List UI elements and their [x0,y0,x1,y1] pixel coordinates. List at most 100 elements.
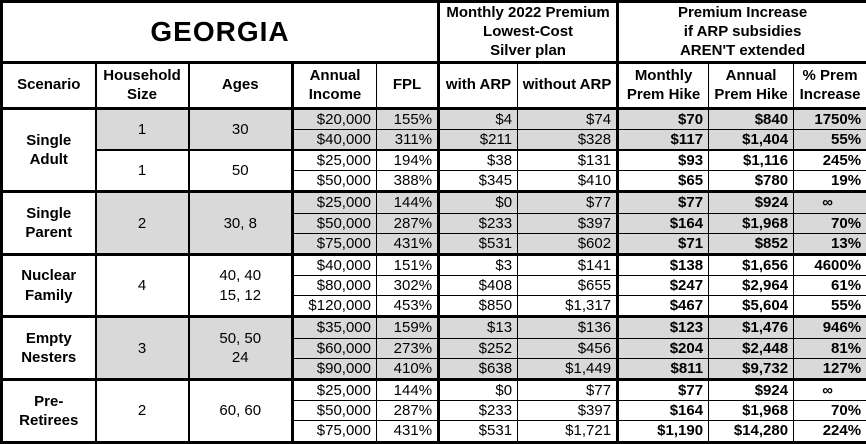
with-arp-cell: $4 [439,108,518,129]
annual-hike-cell: $852 [709,233,794,254]
monthly-hike-cell: $138 [618,254,709,275]
with-arp-cell: $252 [439,338,518,358]
fpl-cell: 287% [377,401,439,421]
fpl-cell: 302% [377,276,439,296]
table-row: Empty Nesters 3 50, 50 24 $35,000 159% $… [2,317,866,338]
monthly-hike-cell: $65 [618,171,709,192]
without-arp-cell: $136 [518,317,618,338]
with-arp-cell: $38 [439,150,518,171]
without-arp-cell: $77 [518,192,618,213]
pct-increase-cell: ∞ [794,192,866,213]
pct-increase-cell: 70% [794,401,866,421]
annual-hike-cell: $2,964 [709,276,794,296]
ages-cell: 30 [189,108,293,150]
col-header-scenario: Scenario [2,62,96,108]
with-arp-cell: $3 [439,254,518,275]
with-arp-cell: $345 [439,171,518,192]
fpl-cell: 431% [377,233,439,254]
pct-increase-cell: 224% [794,421,866,442]
table-row: Pre- Retirees 2 60, 60 $25,000 144% $0 $… [2,380,866,401]
pct-increase-cell: ∞ [794,380,866,401]
pct-increase-cell: 61% [794,276,866,296]
pct-increase-cell: 946% [794,317,866,338]
monthly-hike-cell: $247 [618,276,709,296]
income-cell: $120,000 [293,296,377,317]
with-arp-cell: $0 [439,192,518,213]
monthly-hike-cell: $71 [618,233,709,254]
fpl-cell: 287% [377,213,439,233]
fpl-cell: 151% [377,254,439,275]
fpl-cell: 273% [377,338,439,358]
ages-cell: 50, 50 24 [189,317,293,380]
annual-hike-cell: $1,476 [709,317,794,338]
pct-increase-cell: 19% [794,171,866,192]
without-arp-cell: $1,317 [518,296,618,317]
monthly-hike-cell: $204 [618,338,709,358]
pct-increase-cell: 55% [794,296,866,317]
annual-hike-cell: $924 [709,192,794,213]
income-cell: $50,000 [293,171,377,192]
scenario-cell: Pre- Retirees [2,380,96,443]
monthly-hike-cell: $467 [618,296,709,317]
ages-cell: 60, 60 [189,380,293,443]
household-size-cell: 2 [96,192,189,255]
with-arp-cell: $531 [439,233,518,254]
monthly-hike-cell: $164 [618,401,709,421]
with-arp-cell: $211 [439,129,518,150]
income-cell: $60,000 [293,338,377,358]
scenario-cell: Single Adult [2,108,96,192]
with-arp-cell: $850 [439,296,518,317]
income-cell: $40,000 [293,254,377,275]
ages-cell: 30, 8 [189,192,293,255]
income-cell: $25,000 [293,380,377,401]
without-arp-cell: $655 [518,276,618,296]
fpl-cell: 431% [377,421,439,442]
pct-increase-cell: 13% [794,233,866,254]
household-size-cell: 3 [96,317,189,380]
fpl-cell: 155% [377,108,439,129]
household-size-cell: 1 [96,108,189,150]
ages-cell: 50 [189,150,293,192]
income-cell: $90,000 [293,358,377,379]
annual-hike-cell: $1,968 [709,401,794,421]
without-arp-cell: $131 [518,150,618,171]
increase-box-header: Premium Increase if ARP subsidies AREN'T… [618,2,866,63]
pct-increase-cell: 55% [794,129,866,150]
with-arp-cell: $408 [439,276,518,296]
col-header-pct-prem-increase: % Prem Increase [794,62,866,108]
without-arp-cell: $141 [518,254,618,275]
fpl-cell: 144% [377,192,439,213]
pct-increase-cell: 1750% [794,108,866,129]
annual-hike-cell: $1,656 [709,254,794,275]
household-size-cell: 4 [96,254,189,317]
fpl-cell: 410% [377,358,439,379]
without-arp-cell: $397 [518,213,618,233]
income-cell: $50,000 [293,213,377,233]
income-cell: $75,000 [293,233,377,254]
without-arp-cell: $74 [518,108,618,129]
monthly-hike-cell: $77 [618,192,709,213]
table-row: Nuclear Family 4 40, 40 15, 12 $40,000 1… [2,254,866,275]
without-arp-cell: $1,449 [518,358,618,379]
col-header-monthly-prem-hike: Monthly Prem Hike [618,62,709,108]
household-size-cell: 2 [96,380,189,443]
annual-hike-cell: $840 [709,108,794,129]
pct-increase-cell: 4600% [794,254,866,275]
annual-hike-cell: $1,404 [709,129,794,150]
monthly-hike-cell: $164 [618,213,709,233]
without-arp-cell: $456 [518,338,618,358]
fpl-cell: 194% [377,150,439,171]
monthly-hike-cell: $70 [618,108,709,129]
col-header-fpl: FPL [377,62,439,108]
pct-increase-cell: 70% [794,213,866,233]
fpl-cell: 311% [377,129,439,150]
col-header-with-arp: with ARP [439,62,518,108]
annual-hike-cell: $1,968 [709,213,794,233]
scenario-cell: Empty Nesters [2,317,96,380]
with-arp-cell: $531 [439,421,518,442]
without-arp-cell: $77 [518,380,618,401]
income-cell: $40,000 [293,129,377,150]
pct-increase-cell: 81% [794,338,866,358]
annual-hike-cell: $924 [709,380,794,401]
monthly-hike-cell: $811 [618,358,709,379]
